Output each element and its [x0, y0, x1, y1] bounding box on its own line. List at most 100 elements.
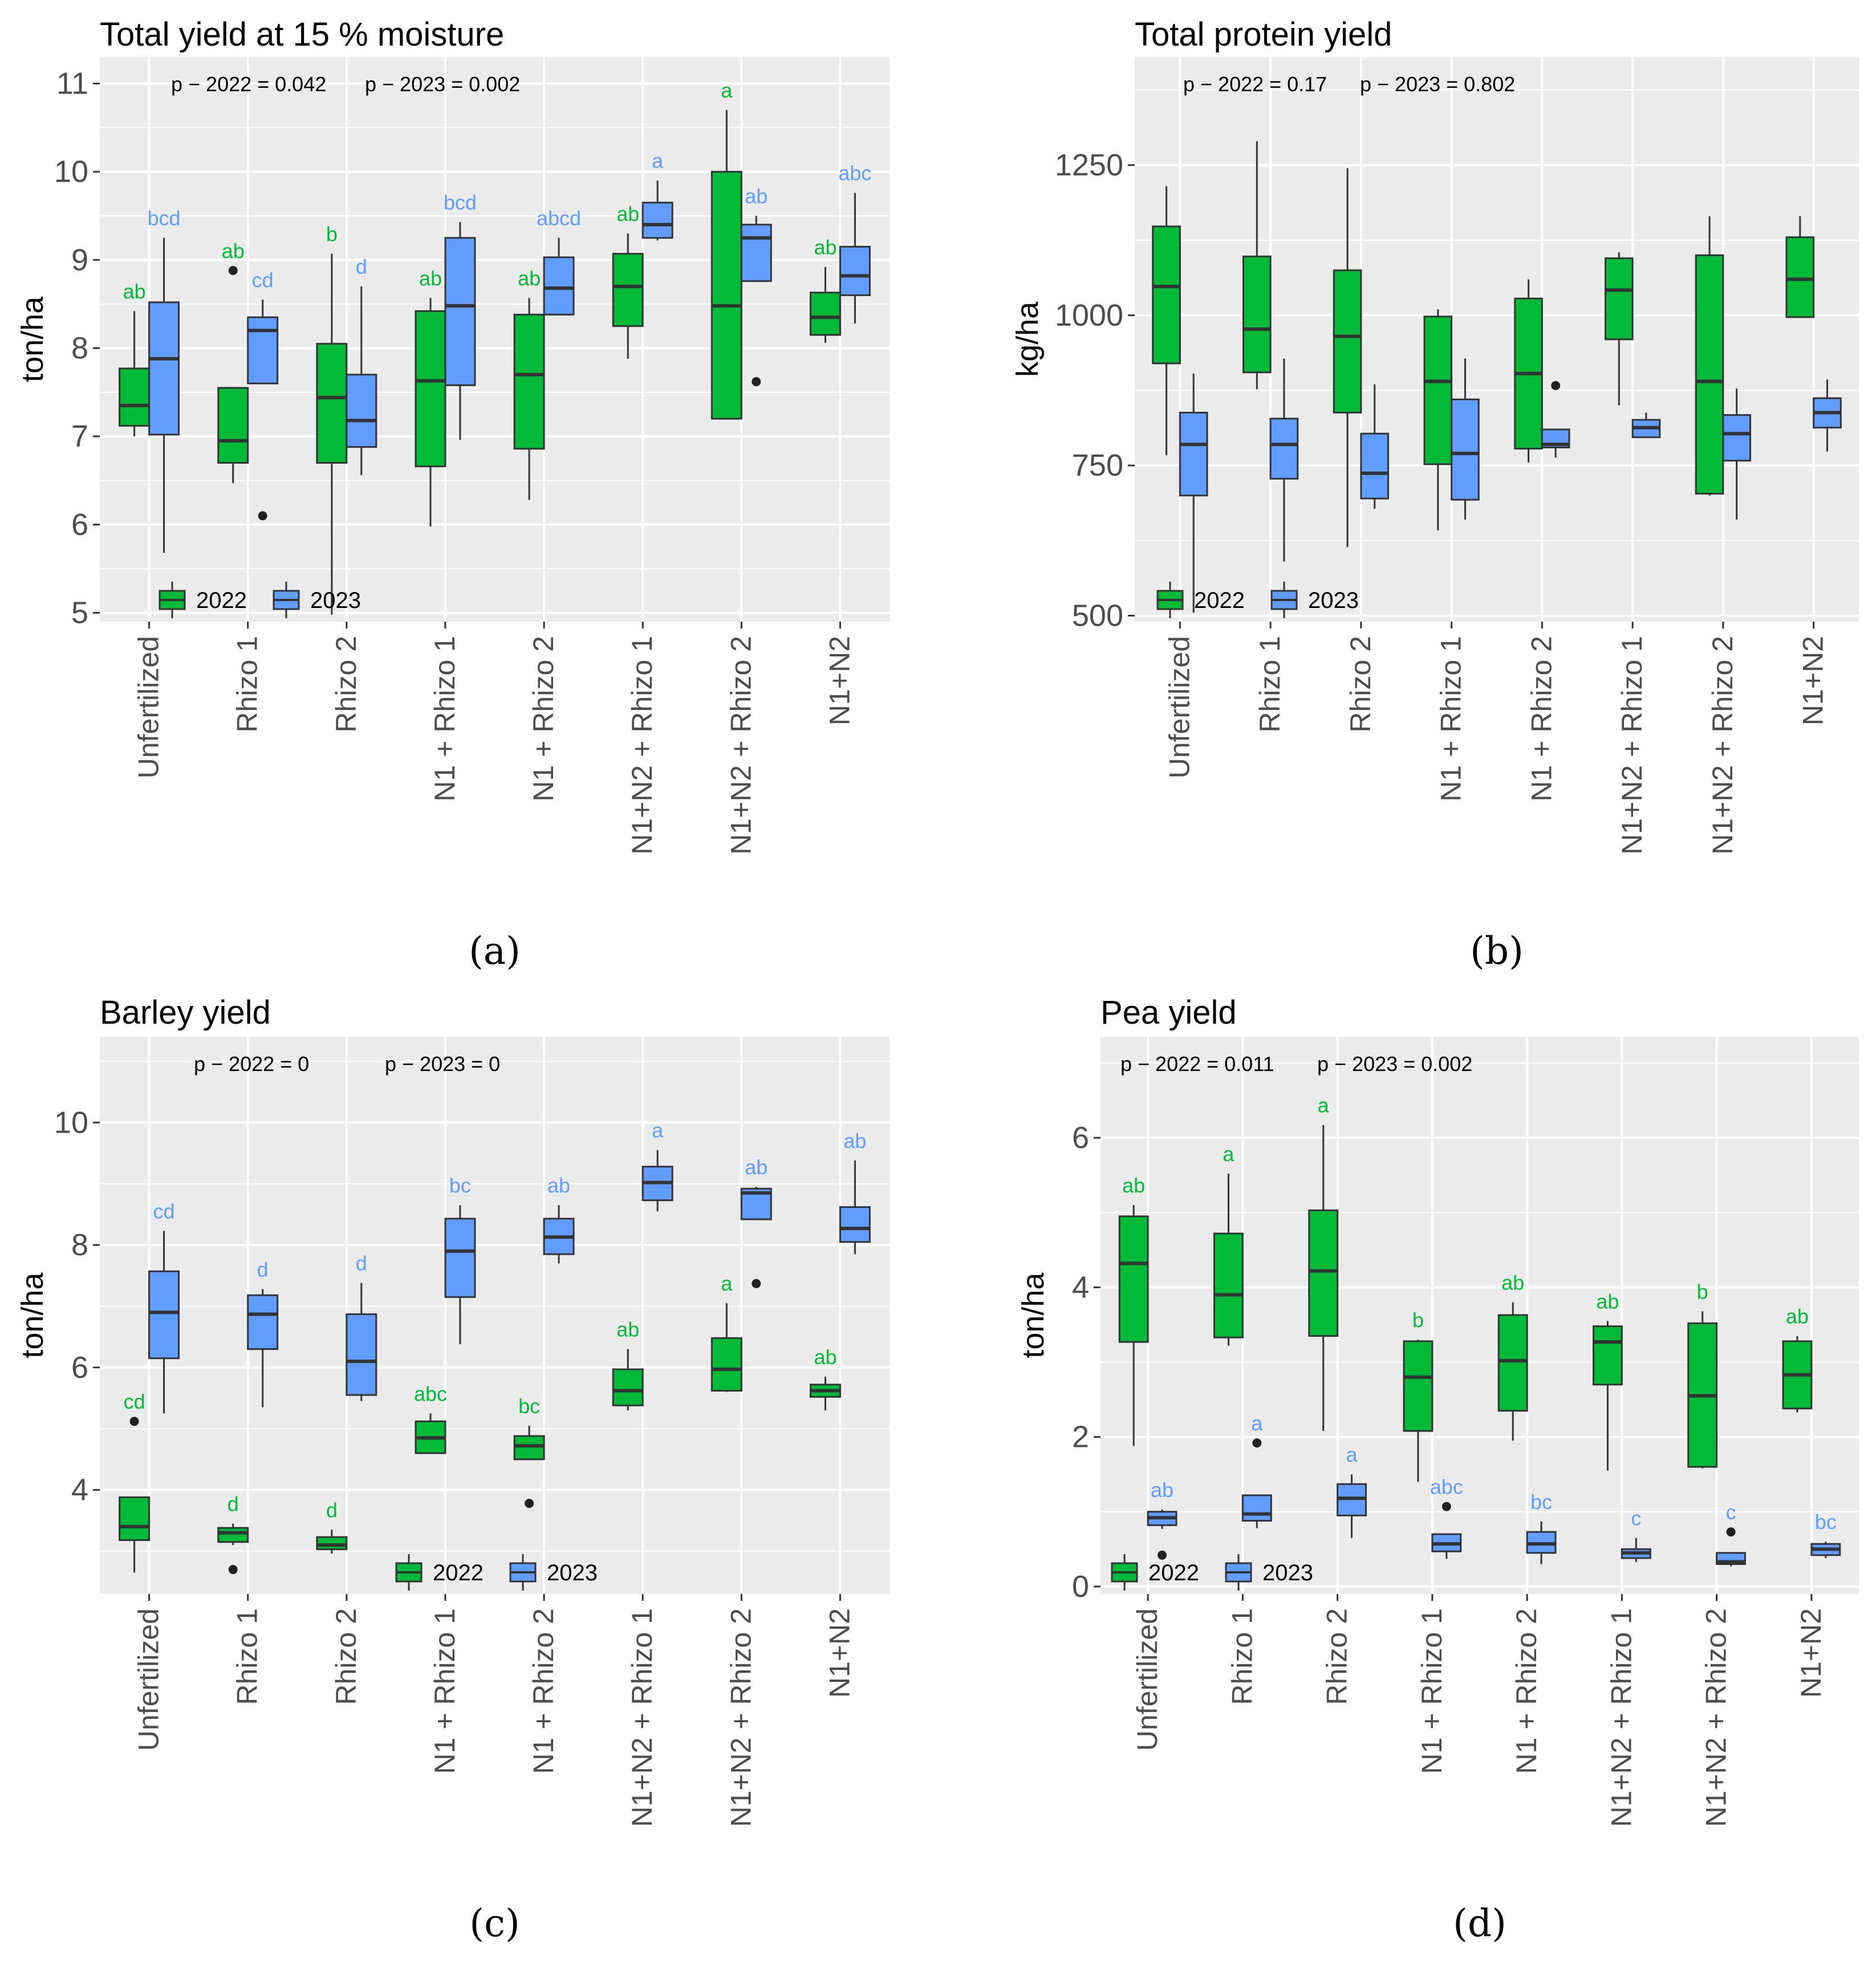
- x-tick-label: N1+N2 + Rhizo 1: [626, 1608, 658, 1827]
- significance-letter: ab: [123, 280, 146, 303]
- significance-letter: a: [1346, 1443, 1358, 1466]
- outlier-point: [525, 1499, 534, 1508]
- box-2023-7: [1722, 388, 1751, 520]
- significance-letter: bcd: [444, 190, 477, 214]
- significance-letter: ab: [814, 1345, 837, 1369]
- panel-label-a: (a): [469, 929, 521, 973]
- y-tick-label: 4: [1072, 1270, 1089, 1304]
- box-iqr: [1497, 1314, 1528, 1412]
- box-2023-3: d: [346, 255, 377, 476]
- box-2023-7: c: [1716, 1500, 1746, 1567]
- outlier-point: [1551, 381, 1561, 391]
- p-value-2022: p − 2022 = 0.17: [1183, 72, 1327, 96]
- significance-letter: a: [721, 1272, 733, 1295]
- box-2023-1: ab: [1147, 1478, 1177, 1560]
- box-2022-2: d: [217, 1492, 249, 1575]
- x-tick-label: Rhizo 2: [1345, 636, 1376, 733]
- x-tick-label: N1+N2 + Rhizo 2: [725, 636, 757, 855]
- significance-letter: ab: [1151, 1478, 1173, 1502]
- x-tick-label: N1 + Rhizo 2: [1525, 636, 1557, 801]
- box-2023-5: bc: [1526, 1490, 1557, 1564]
- box-2023-2: cd: [247, 268, 279, 521]
- p-value-2023: p − 2023 = 0.802: [1360, 72, 1515, 96]
- y-tick-label: 6: [71, 508, 88, 542]
- significance-letter: ab: [222, 239, 245, 262]
- y-tick-label: 11: [56, 66, 88, 100]
- box-2022-7: a: [710, 1272, 742, 1392]
- y-tick-label: 750: [1072, 448, 1123, 482]
- y-tick-label: 4: [71, 1473, 88, 1507]
- x-tick-label: Rhizo 1: [1226, 1608, 1258, 1705]
- chart-title-d: Pea yield: [1101, 994, 1237, 1031]
- x-tick-label: N1 + Rhizo 1: [1416, 1608, 1448, 1774]
- box-iqr: [119, 1496, 151, 1542]
- box-2022-4: abc: [414, 1382, 447, 1454]
- box-iqr: [346, 1313, 377, 1396]
- box-iqr: [217, 1527, 249, 1543]
- box-2023-8: bc: [1810, 1510, 1841, 1559]
- box-2022-4: ab: [415, 266, 446, 526]
- box-2022-6: [1605, 252, 1634, 405]
- significance-letter: d: [228, 1492, 239, 1516]
- legend-item-2022: 2022: [159, 582, 247, 618]
- box-iqr: [641, 201, 673, 239]
- legend-item-2023: 2023: [1270, 582, 1359, 618]
- x-tick-label: N1+N2: [823, 1608, 855, 1698]
- significance-letter: ab: [616, 202, 639, 225]
- outlier-point: [228, 1565, 238, 1575]
- significance-letter: a: [1318, 1094, 1330, 1117]
- x-tick-label: Rhizo 1: [232, 1608, 263, 1705]
- box-iqr: [1451, 398, 1480, 501]
- p-value-2022: p − 2022 = 0.011: [1120, 1052, 1274, 1076]
- box-iqr: [217, 387, 249, 464]
- box-iqr: [1785, 236, 1815, 318]
- box-iqr: [1333, 269, 1362, 413]
- box-2022-6: ab: [612, 202, 644, 359]
- legend-label: 2023: [547, 1560, 598, 1585]
- box-2023-8: abc: [838, 161, 871, 324]
- chart-title-c: Barley yield: [100, 994, 271, 1031]
- x-tick-label: N1+N2: [823, 636, 855, 725]
- x-tick-label: N1 + Rhizo 2: [527, 1608, 559, 1774]
- box-iqr: [1360, 432, 1389, 500]
- box-iqr: [1269, 417, 1299, 480]
- significance-letter: abcd: [537, 206, 581, 230]
- box-2023-7: ab: [740, 1155, 772, 1288]
- p-value-2022: p − 2022 = 0: [194, 1052, 309, 1076]
- box-iqr: [148, 301, 180, 436]
- panel-label-d: (d): [1453, 1901, 1507, 1945]
- y-tick-label: 5: [71, 596, 88, 630]
- y-tick-label: 500: [1072, 598, 1123, 632]
- legend-label: 2023: [310, 588, 361, 613]
- box-2022-5: ab: [1497, 1271, 1528, 1441]
- legend-item-2023: 2023: [509, 1554, 598, 1591]
- significance-letter: cd: [153, 1199, 175, 1223]
- y-axis-title: kg/ha: [1010, 301, 1045, 377]
- box-iqr: [316, 343, 348, 464]
- significance-letter: a: [721, 79, 733, 102]
- significance-letter: a: [652, 1119, 664, 1142]
- box-iqr: [1403, 1340, 1434, 1432]
- box-iqr: [415, 310, 446, 468]
- box-iqr: [612, 253, 644, 327]
- x-tick-label: N1 + Rhizo 1: [1435, 636, 1467, 801]
- y-tick-label: 7: [71, 419, 88, 453]
- box-iqr: [1179, 411, 1208, 497]
- legend-label: 2022: [1148, 1560, 1199, 1585]
- significance-letter: c: [1726, 1500, 1736, 1524]
- significance-letter: abc: [838, 161, 871, 185]
- outlier-point: [228, 266, 238, 275]
- significance-letter: d: [257, 1258, 269, 1281]
- significance-letter: d: [356, 1252, 367, 1275]
- box-iqr: [247, 1294, 279, 1350]
- box-2023-8: ab: [839, 1129, 871, 1255]
- box-2023-3: a: [1337, 1443, 1367, 1538]
- significance-letter: b: [1697, 1280, 1708, 1303]
- box-iqr: [1722, 414, 1751, 462]
- box-2022-2: [1242, 141, 1272, 390]
- box-iqr: [810, 291, 841, 336]
- x-tick-label: N1+N2: [1797, 636, 1829, 725]
- box-iqr: [1423, 315, 1453, 465]
- panel-background: [100, 1037, 890, 1594]
- legend-label: 2022: [433, 1560, 484, 1585]
